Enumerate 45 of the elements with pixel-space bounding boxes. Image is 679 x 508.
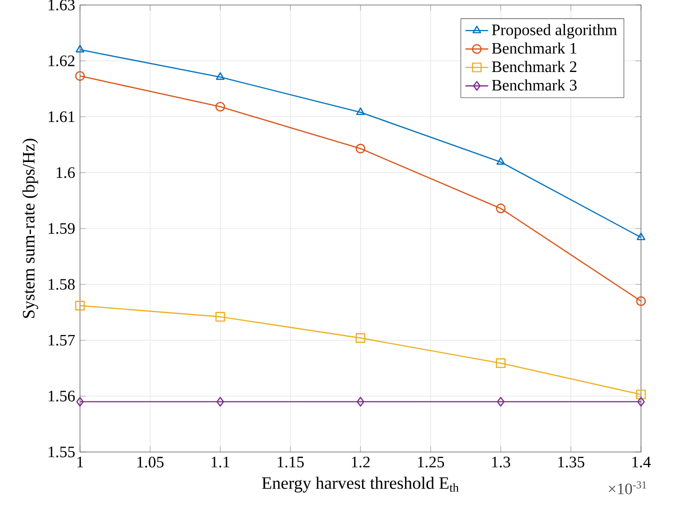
x-tick-label: 1.2 bbox=[352, 456, 370, 468]
point bbox=[76, 396, 84, 407]
point bbox=[356, 144, 366, 154]
text: ×10$^{-31}$ bbox=[608, 481, 646, 494]
point bbox=[636, 390, 646, 400]
y-tick-label: 1.55 bbox=[48, 446, 75, 458]
y-tick-label: 1.56 bbox=[48, 390, 75, 402]
point bbox=[76, 44, 84, 52]
x-tick-label: 1.15 bbox=[278, 456, 304, 468]
y-tick-label: 1.58 bbox=[48, 278, 75, 290]
x-tick-label: 1.35 bbox=[558, 456, 584, 468]
point bbox=[75, 300, 85, 310]
point bbox=[75, 71, 85, 81]
point bbox=[496, 204, 506, 214]
point bbox=[216, 396, 224, 407]
x-tick-label: 1.25 bbox=[418, 456, 444, 468]
point bbox=[215, 102, 226, 112]
y-tick-label: 1.57 bbox=[48, 334, 75, 346]
legend-label: Benchmark 1 bbox=[492, 42, 576, 54]
legend-label: Proposed algorithm bbox=[492, 24, 617, 39]
point bbox=[637, 396, 645, 407]
x-tick-label: 1.3 bbox=[492, 456, 510, 468]
legend-label: Benchmark 3 bbox=[492, 79, 577, 91]
point bbox=[216, 72, 225, 80]
point bbox=[356, 107, 365, 116]
point bbox=[215, 312, 226, 322]
y-tick-label: 1.62 bbox=[48, 55, 74, 66]
x-tick-label: 1.05 bbox=[138, 456, 164, 468]
x-axis-title: Energy harvest threshold E$_{th}$ bbox=[262, 476, 459, 492]
point bbox=[356, 396, 364, 407]
y-axis-title: System sum-rate (bps/Hz) bbox=[22, 138, 38, 318]
y-tick-label: 1.61 bbox=[48, 111, 74, 122]
legend-label: Benchmark 2 bbox=[492, 60, 576, 72]
y-tick-label: 1.63 bbox=[48, 0, 75, 10]
point bbox=[496, 358, 506, 368]
x-tick-label: 1.1 bbox=[212, 456, 230, 468]
y-tick-label: 1.59 bbox=[48, 223, 75, 234]
point bbox=[496, 396, 505, 407]
point bbox=[636, 296, 646, 306]
point bbox=[636, 232, 646, 240]
x-tick-label: 1 bbox=[77, 456, 84, 468]
x-tick-label: 1.4 bbox=[632, 456, 651, 468]
point bbox=[356, 333, 366, 343]
y-tick-label: 1.6 bbox=[56, 167, 75, 178]
point bbox=[496, 157, 506, 165]
